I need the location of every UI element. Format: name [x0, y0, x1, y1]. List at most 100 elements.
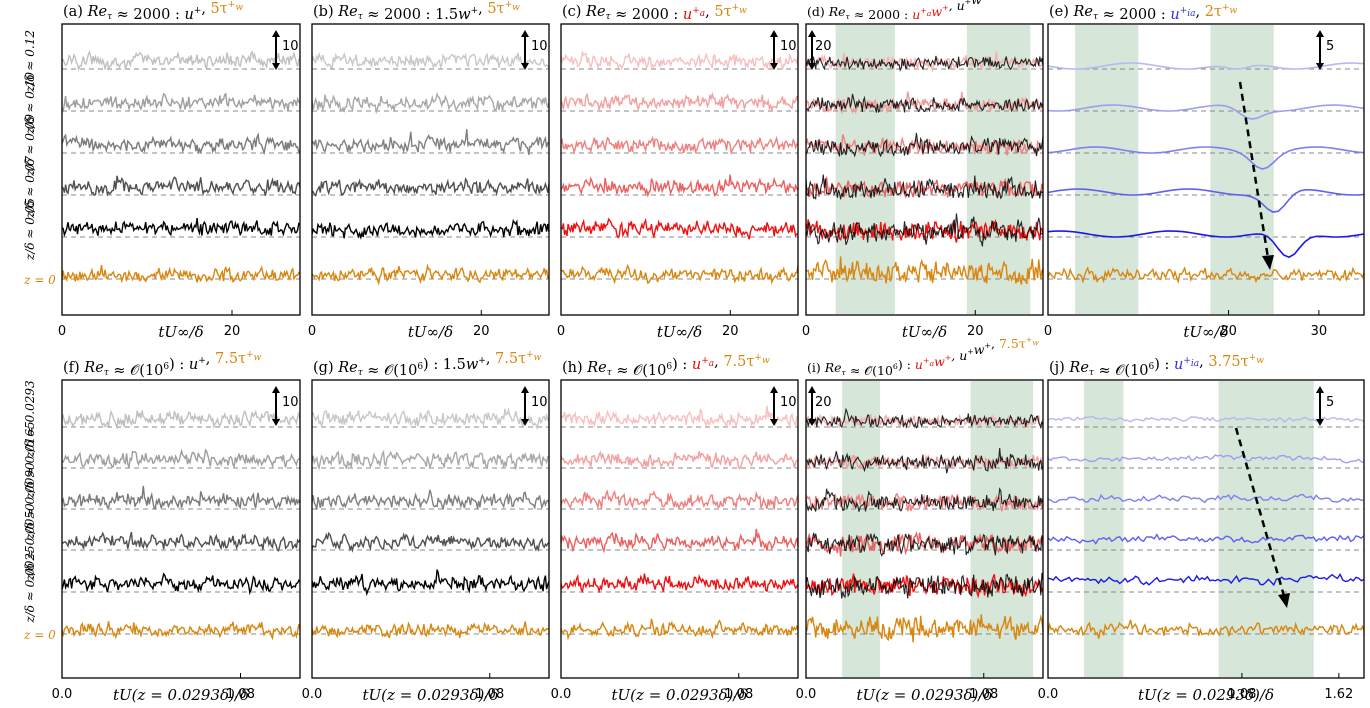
series-line-5: [805, 614, 1044, 643]
series-line-1: [560, 91, 799, 113]
series-line-4: [311, 218, 550, 240]
panel-title-b: (b) Reτ ≈ 2000 : 1.5w+, 5τ+w: [313, 0, 520, 23]
series-line-uw: [805, 532, 1044, 557]
panel-title-a: (a) Reτ ≈ 2000 : u+, 5τ+w: [63, 0, 243, 23]
series-line-z-0: [61, 621, 301, 641]
series-line-4: [560, 217, 799, 240]
x-tick-label: 0.0: [551, 687, 572, 702]
series-label: z/δ ≈ 0.0050: [23, 503, 37, 582]
series-line-4: [311, 569, 550, 597]
x-tick-label: 20: [967, 324, 984, 339]
trend-arrow-head: [1278, 593, 1290, 608]
series-line-5: [1047, 266, 1365, 284]
scale-arrow-head-down: [521, 419, 529, 426]
series-line-1: [311, 449, 550, 471]
x-tick-label: 0.0: [796, 687, 817, 702]
series-line-0: [1047, 62, 1365, 70]
scale-arrow-head-down: [272, 419, 280, 426]
series-line-1: [1047, 104, 1365, 120]
x-tick-label: 0: [557, 324, 565, 339]
series-line-3: [311, 177, 550, 198]
series-line-z-0-0025: [61, 572, 301, 596]
series-label: z/δ ≈ 0.05: [23, 198, 37, 261]
x-tick-label: 1.08: [1227, 687, 1256, 702]
series-line-3: [1047, 533, 1365, 545]
scale-arrow-head-down: [808, 419, 816, 426]
x-tick-label: 0.0: [52, 687, 73, 702]
scale-label: 20: [815, 39, 832, 54]
series-line-3: [311, 531, 550, 553]
panel-frame: [311, 379, 550, 679]
panel-e: 5 0 20 30 tU∞/δ: [1044, 23, 1365, 341]
trend-arrow: [1234, 427, 1286, 597]
x-tick-label: 1.08: [724, 687, 753, 702]
scale-arrow-head-down: [808, 63, 816, 70]
scale-label: 20: [815, 395, 832, 410]
series-line-0: [311, 407, 550, 431]
x-tick-label: 1.62: [1324, 687, 1353, 702]
series-line-0: [560, 405, 799, 430]
series-line-1: [311, 92, 550, 115]
x-tick-label: 20: [224, 324, 241, 339]
scale-label: 10: [780, 39, 797, 54]
trend-arrow-head: [1262, 255, 1274, 270]
trend-arrow: [1238, 81, 1270, 259]
x-tick-label: 0.0: [302, 687, 323, 702]
series-label: z = 0: [23, 628, 56, 642]
x-tick-label: 0: [802, 324, 810, 339]
series-line-3: [560, 528, 799, 554]
scale-arrow-head-up: [808, 30, 816, 37]
scale-arrow-head-up: [272, 386, 280, 393]
panel-j: 5 0.0 1.08 1.62 tU(z = 0.0293δ)/δ: [1038, 379, 1365, 704]
series-line-z-0: [61, 264, 301, 284]
panel-b: 10 0 20 tU∞/δ: [308, 23, 550, 341]
series-label: z = 0: [23, 273, 56, 287]
scale-label: 10: [282, 39, 299, 54]
panel-frame: [560, 23, 799, 316]
series-line-0: [1047, 415, 1365, 423]
series-label: z/δ ≈ 0.0025: [23, 545, 37, 623]
series-line-uw: [805, 174, 1044, 201]
panel-title-j: (j) Reτ ≈ 𝒪(106) : u+ia, 3.75τ+w: [1049, 353, 1264, 379]
scale-arrow-head-up: [770, 386, 778, 393]
scale-label: 10: [282, 395, 299, 410]
series-line-uw: [805, 213, 1044, 247]
series-line-z-0-0090: [61, 485, 301, 510]
series-label: z/δ ≈ 0.0090: [23, 462, 37, 541]
series-line-uw: [805, 93, 1044, 114]
shaded-region: [1218, 381, 1314, 677]
series-line-2: [311, 129, 550, 155]
panel-frame: [1047, 379, 1365, 679]
panel-title-f: (f) Reτ ≈ 𝒪(106) : u+, 7.5τ+w: [63, 350, 262, 379]
series-line-2: [1047, 146, 1365, 170]
series-line-uw: [805, 132, 1044, 158]
x-tick-label: 20: [1220, 324, 1237, 339]
scale-label: 5: [1326, 39, 1334, 54]
scale-arrow-head-up: [272, 30, 280, 37]
series-line-0: [560, 50, 799, 71]
panel-title-d: (d) Reτ ≈ 2000 : u+aw+, u+w+, 5τ+w: [807, 0, 1025, 22]
scale-arrow-head-down: [272, 63, 280, 70]
series-label: z/δ ≈ 0.0165: [23, 421, 37, 499]
panel-title-h: (h) Reτ ≈ 𝒪(106) : u+a, 7.5τ+w: [562, 353, 770, 379]
panel-title-c: (c) Reτ ≈ 2000 : u+a, 5τ+w: [562, 3, 747, 23]
scale-label: 5: [1326, 395, 1334, 410]
series-line-4: [1047, 230, 1365, 259]
panel-d: 20 0 20 tU∞/δ: [802, 23, 1044, 341]
series-line-4: [560, 573, 799, 594]
x-axis-label: tU∞/δ: [902, 323, 947, 341]
x-tick-label: 0: [308, 324, 316, 339]
series-line-uw: [805, 55, 1044, 72]
series-line-2: [1047, 493, 1365, 504]
series-line-5: [560, 263, 799, 285]
scale-arrow-head-up: [808, 386, 816, 393]
series-line-5: [1047, 619, 1365, 639]
series-line-2: [560, 489, 799, 510]
x-axis-label: tU(z = 0.0293δ)/δ: [612, 686, 748, 704]
series-line-5: [560, 618, 799, 641]
x-axis-label: tU(z = 0.0293δ)/δ: [857, 686, 993, 704]
shaded-region: [1075, 25, 1139, 314]
scale-arrow-head-down: [1316, 63, 1324, 70]
